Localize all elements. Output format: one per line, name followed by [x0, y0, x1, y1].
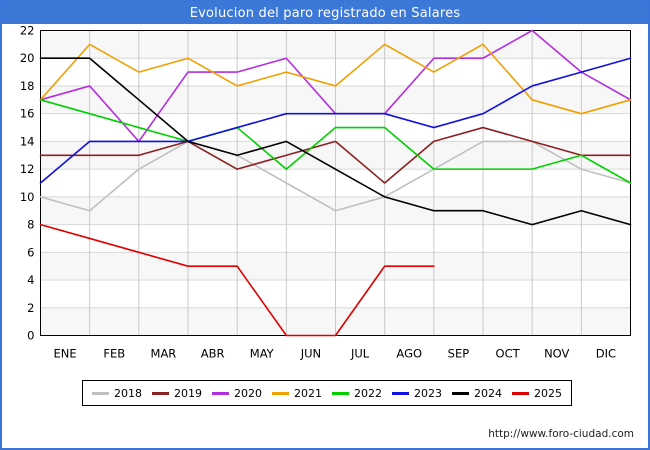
y-tick-label: 8	[27, 218, 34, 232]
source-url: http://www.foro-ciudad.com	[488, 428, 634, 440]
y-tick-label: 6	[27, 245, 34, 259]
y-tick-label: 20	[20, 51, 35, 65]
window-title-bar: Evolucion del paro registrado en Salares	[2, 2, 648, 24]
legend-swatch-icon	[392, 391, 409, 395]
y-tick-label: 16	[20, 107, 35, 121]
legend-swatch-icon	[152, 391, 169, 395]
legend-item-2020[interactable]: 2020	[212, 387, 262, 400]
x-tick-label: DIC	[596, 347, 616, 361]
legend-item-label: 2023	[414, 386, 442, 400]
legend-swatch-icon	[512, 391, 529, 395]
series-line-2024	[39, 57, 632, 226]
x-axis-ticks: ENE FEB MAR ABR MAY JUN JUL AGO SEP OCT NOV DIC	[54, 347, 617, 361]
y-tick-label: 22	[20, 24, 35, 38]
x-tick-label: MAY	[250, 347, 275, 361]
y-tick-label: 14	[20, 134, 35, 148]
legend-item-label: 2024	[474, 386, 502, 400]
legend-item-2019[interactable]: 2019	[152, 387, 202, 400]
chart-plot-area: 0 2 4 6 8 10 12 14 16 18 20 22 ENE FEB MAR ABR MAY JUN JU…	[2, 24, 648, 372]
legend-item-2023[interactable]: 2023	[392, 387, 442, 400]
legend-item-label: 2020	[234, 386, 262, 400]
x-tick-label: ENE	[54, 347, 77, 361]
x-tick-label: ABR	[201, 347, 225, 361]
y-tick-label: 4	[27, 273, 34, 287]
legend-item-label: 2019	[174, 386, 202, 400]
y-axis-ticks: 0 2 4 6 8 10 12 14 16 18 20 22	[20, 24, 35, 343]
x-tick-label: JUL	[350, 347, 370, 361]
legend-item-2024[interactable]: 2024	[452, 387, 502, 400]
x-tick-label: SEP	[448, 347, 470, 361]
series-line-2021	[39, 43, 632, 115]
series-line-2025	[39, 223, 435, 337]
legend-swatch-icon	[332, 391, 349, 395]
y-tick-label: 18	[20, 79, 35, 93]
y-tick-label: 0	[27, 329, 34, 343]
page-title: Evolucion del paro registrado en Salares	[189, 5, 461, 21]
legend-swatch-icon	[92, 391, 109, 395]
legend-item-2025[interactable]: 2025	[512, 387, 562, 400]
line-chart-svg: 0 2 4 6 8 10 12 14 16 18 20 22 ENE FEB MAR ABR MAY JUN JU…	[20, 24, 632, 361]
legend-item-label: 2025	[534, 386, 562, 400]
legend-swatch-icon	[452, 391, 469, 395]
legend-item-2018[interactable]: 2018	[92, 387, 142, 400]
legend-item-2021[interactable]: 2021	[272, 387, 322, 400]
legend-item-label: 2021	[294, 386, 322, 400]
x-tick-label: AGO	[396, 347, 422, 361]
x-tick-label: OCT	[496, 347, 521, 361]
y-tick-label: 12	[20, 162, 35, 176]
chart-legend: 2018 2019 2020 2021 2022 2023 2024 2025	[82, 380, 572, 406]
legend-item-label: 2022	[354, 386, 382, 400]
x-tick-label: NOV	[544, 347, 569, 361]
x-tick-label: JUN	[300, 347, 321, 361]
plot-gridlines	[40, 30, 631, 336]
series-line-2022	[39, 99, 632, 184]
x-tick-label: MAR	[151, 347, 177, 361]
x-tick-label: FEB	[103, 347, 125, 361]
y-tick-label: 10	[20, 190, 35, 204]
series-line-2019	[39, 126, 632, 184]
legend-item-2022[interactable]: 2022	[332, 387, 382, 400]
data-series-group	[39, 29, 632, 337]
y-tick-label: 2	[27, 301, 34, 315]
legend-swatch-icon	[212, 391, 229, 395]
legend-item-label: 2018	[114, 386, 142, 400]
series-line-2023	[39, 57, 632, 184]
legend-swatch-icon	[272, 391, 289, 395]
